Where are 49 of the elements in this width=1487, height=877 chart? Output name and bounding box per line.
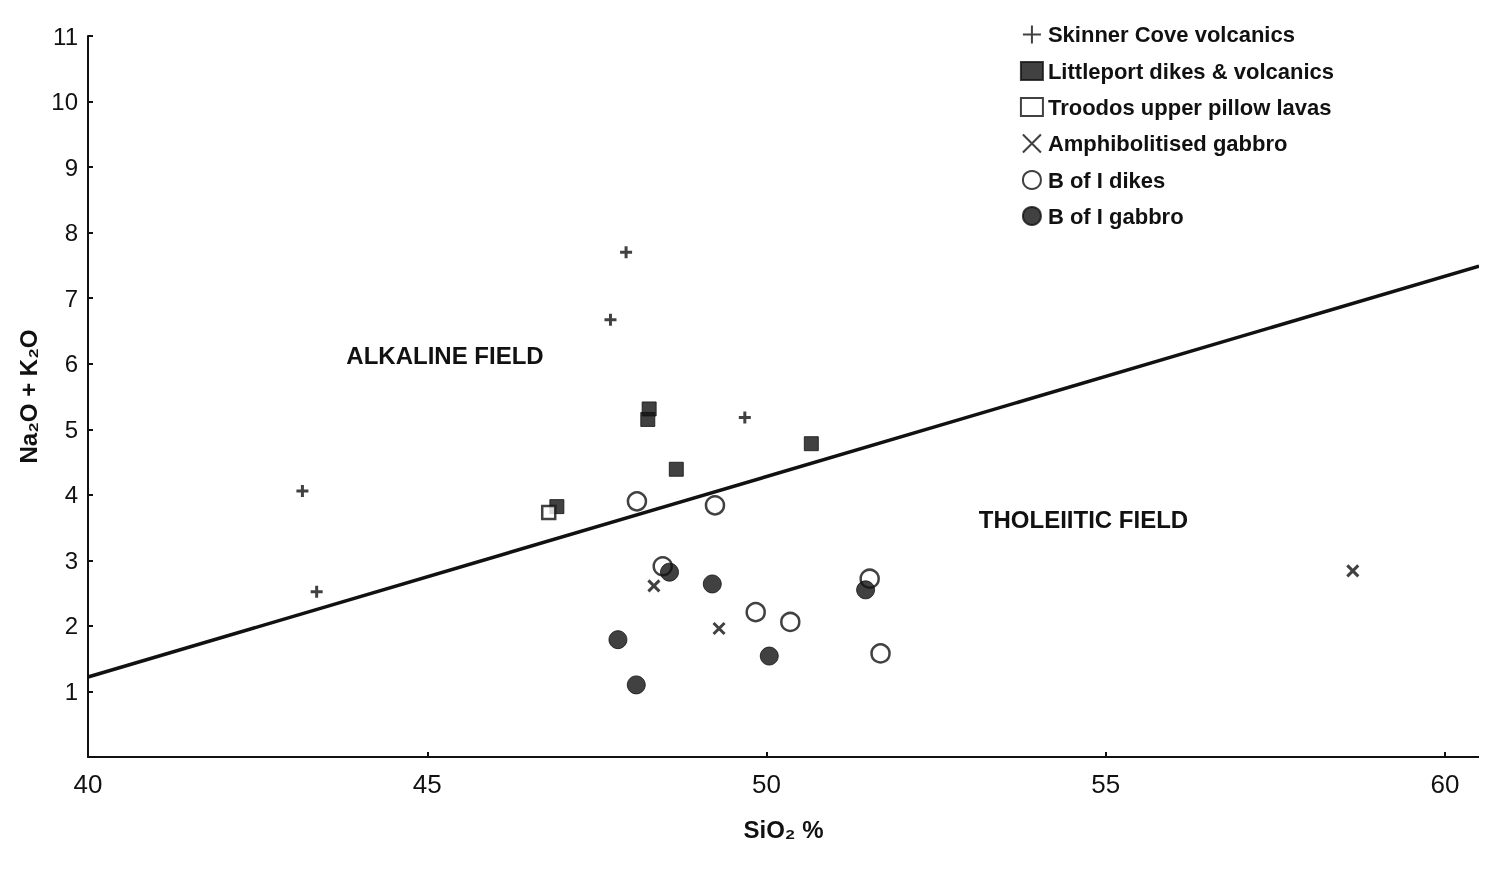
point	[618, 244, 634, 260]
y-tick-label: 11	[53, 22, 78, 50]
y-tick-label: 4	[64, 481, 78, 509]
point	[626, 675, 646, 695]
point	[856, 580, 876, 600]
y-tick-label: 3	[64, 546, 78, 574]
point	[780, 611, 801, 633]
y-tick-label: 8	[64, 219, 78, 247]
y-tick-label: 10	[51, 88, 78, 116]
x-axis-title: SiO₂ %	[743, 815, 824, 843]
y-tick-label: 6	[64, 350, 78, 378]
point	[668, 461, 684, 477]
point	[759, 646, 779, 666]
x-tick-label: 50	[752, 769, 781, 799]
legend-label: Troodos upper pillow lavas	[1047, 94, 1332, 120]
y-tick-label: 9	[64, 153, 78, 181]
y-tick-label: 7	[64, 284, 78, 312]
x-tick-label: 60	[1430, 769, 1460, 799]
y-axis-title: Na₂O + K₂O	[14, 329, 42, 464]
point	[608, 630, 628, 650]
legend-label: Amphibolitised gabbro	[1047, 131, 1288, 156]
legend-label: B of I gabbro	[1047, 203, 1184, 229]
x-tick-label: 45	[412, 769, 442, 799]
point	[737, 409, 753, 425]
y-tick-label: 1	[64, 677, 78, 705]
point	[1345, 563, 1360, 578]
legend-label: B of I dikes	[1047, 167, 1166, 193]
point	[660, 562, 680, 582]
point	[712, 621, 727, 636]
point	[626, 491, 648, 512]
point	[704, 495, 726, 516]
point	[602, 312, 618, 328]
point	[640, 411, 656, 427]
point	[646, 578, 661, 593]
point	[540, 504, 557, 521]
point	[702, 574, 722, 594]
legend-label: Skinner Cove volcanics	[1047, 22, 1295, 47]
annotation: ALKALINE FIELD	[346, 342, 544, 370]
point	[745, 601, 766, 623]
y-tick-label: 2	[64, 612, 78, 640]
point	[309, 584, 325, 600]
point	[870, 643, 891, 664]
y-tick-label: 5	[64, 415, 78, 443]
point	[803, 436, 819, 452]
x-tick-label: 40	[73, 769, 103, 799]
x-tick-label: 55	[1091, 769, 1121, 799]
legend-label: Littleport dikes & volcanics	[1047, 58, 1334, 84]
annotation: THOLEIITIC FIELD	[978, 505, 1189, 533]
point	[294, 483, 310, 499]
